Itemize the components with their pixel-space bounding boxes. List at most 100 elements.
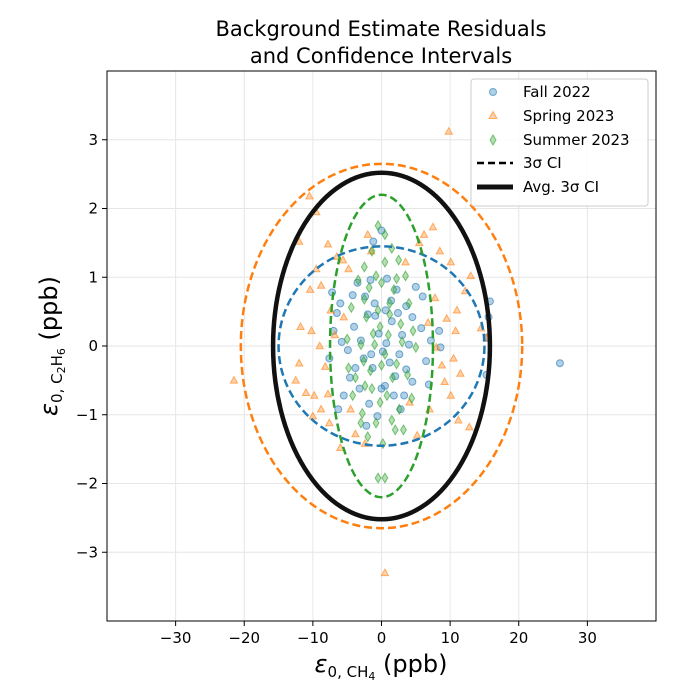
data-point-circle bbox=[400, 391, 409, 400]
legend-entry-3sigma-ci: 3σ CI bbox=[477, 154, 562, 172]
data-point-triangle bbox=[437, 360, 447, 369]
data-point-circle bbox=[408, 313, 417, 322]
data-point-circle bbox=[382, 339, 391, 348]
data-point-circle bbox=[555, 359, 564, 368]
data-point-triangle bbox=[305, 284, 315, 293]
y-tick-label: −2 bbox=[76, 475, 98, 493]
data-point-triangle bbox=[380, 568, 390, 577]
data-point-triangle bbox=[324, 418, 334, 427]
data-point-triangle bbox=[401, 257, 410, 266]
data-point-circle bbox=[377, 384, 386, 393]
data-point-triangle bbox=[466, 271, 476, 280]
data-point-diamond bbox=[402, 270, 410, 282]
x-tick-label: −20 bbox=[228, 629, 260, 647]
x-tick-label: 30 bbox=[578, 629, 597, 647]
x-tick-label: −30 bbox=[160, 629, 192, 647]
data-point-diamond bbox=[364, 430, 372, 443]
data-point-diamond bbox=[376, 320, 384, 333]
data-point-triangle bbox=[419, 229, 429, 238]
data-point-circle bbox=[355, 384, 364, 393]
data-point-diamond bbox=[362, 311, 370, 323]
data-point-triangle bbox=[449, 353, 458, 362]
data-point-triangle bbox=[455, 368, 465, 377]
data-point-diamond bbox=[388, 371, 396, 384]
legend-box bbox=[470, 78, 649, 207]
data-point-triangle bbox=[323, 239, 333, 248]
data-point-triangle bbox=[440, 376, 450, 386]
y-tick-label: −3 bbox=[76, 543, 98, 561]
data-point-diamond bbox=[381, 256, 389, 268]
data-point-diamond bbox=[368, 382, 376, 395]
data-point-circle bbox=[373, 412, 382, 421]
ci-ellipse-spring-2023 bbox=[239, 162, 524, 530]
data-point-diamond bbox=[345, 362, 353, 374]
legend: Fall 2022 Spring 2023 Summer 2023 3σ CI … bbox=[470, 78, 649, 207]
legend-entry-avg-3sigma-ci: Avg. 3σ CI bbox=[477, 178, 599, 196]
legend-entry-summer-2023: Summer 2023 bbox=[489, 131, 630, 149]
y-label-mid: H bbox=[48, 355, 66, 366]
legend-label-summer-2023: Summer 2023 bbox=[523, 131, 630, 149]
data-point-circle bbox=[343, 346, 352, 355]
data-point-circle bbox=[365, 399, 374, 408]
data-point-triangle bbox=[320, 361, 330, 370]
y-tick-label: 1 bbox=[88, 268, 98, 286]
data-point-circle bbox=[370, 299, 379, 308]
data-point-triangle bbox=[428, 222, 438, 231]
legend-marker-diamond bbox=[489, 134, 497, 146]
legend-entry-spring-2023: Spring 2023 bbox=[488, 107, 614, 125]
ci-ellipse-summer-2023 bbox=[328, 193, 435, 499]
data-point-triangle bbox=[344, 264, 354, 273]
data-point-circle bbox=[351, 364, 360, 372]
data-point-diamond bbox=[398, 336, 406, 348]
data-point-diamond bbox=[388, 414, 396, 427]
data-point-diamond bbox=[376, 396, 384, 409]
data-point-diamond bbox=[347, 301, 355, 314]
confidence-ellipses bbox=[239, 162, 524, 530]
data-point-triangle bbox=[291, 375, 301, 384]
y-label-unit: (ppb) bbox=[35, 276, 63, 348]
data-point-triangle bbox=[309, 390, 319, 399]
data-point-diamond bbox=[409, 325, 417, 337]
y-label-subsubscript-1: 2 bbox=[55, 366, 68, 373]
data-point-diamond bbox=[367, 364, 375, 377]
data-point-diamond bbox=[374, 219, 382, 232]
data-point-diamond bbox=[388, 242, 396, 255]
x-axis-label: ε0, CH4 (ppb) bbox=[315, 650, 448, 683]
chart-title-line-1: Background Estimate Residuals bbox=[215, 17, 546, 41]
data-point-diamond bbox=[412, 341, 420, 354]
data-point-triangle bbox=[338, 255, 348, 264]
data-point-diamond bbox=[391, 424, 399, 436]
data-point-triangle bbox=[330, 330, 340, 339]
legend-marker-circle bbox=[489, 88, 497, 96]
y-tick-label: 3 bbox=[88, 131, 98, 149]
data-point-circle bbox=[366, 276, 375, 284]
data-point-diamond bbox=[360, 355, 368, 367]
ci-ellipse-avg- bbox=[270, 170, 493, 522]
data-point-triangle bbox=[229, 375, 239, 384]
data-point-diamond bbox=[374, 472, 382, 484]
data-point-triangle bbox=[323, 389, 333, 398]
data-point-diamond bbox=[349, 389, 357, 402]
data-point-diamond bbox=[369, 327, 377, 340]
data-point-diamond bbox=[360, 261, 368, 273]
data-point-diamond bbox=[379, 437, 387, 450]
data-point-diamond bbox=[361, 380, 369, 392]
data-point-diamond bbox=[381, 228, 389, 241]
data-point-triangle bbox=[308, 411, 318, 420]
data-point-diamond bbox=[386, 308, 394, 321]
data-point-triangle bbox=[350, 429, 360, 438]
legend-entry-fall-2022: Fall 2022 bbox=[489, 83, 591, 101]
data-point-triangle bbox=[346, 404, 356, 413]
data-point-triangle bbox=[305, 191, 314, 200]
data-point-diamond bbox=[393, 358, 401, 370]
data-point-diamond bbox=[381, 472, 389, 484]
data-point-triangle bbox=[435, 246, 445, 255]
data-point-circle bbox=[417, 324, 426, 333]
data-point-diamond bbox=[372, 417, 380, 429]
data-point-diamond bbox=[397, 318, 405, 330]
data-point-circle bbox=[350, 322, 359, 331]
legend-label-fall-2022: Fall 2022 bbox=[523, 83, 591, 101]
data-point-triangle bbox=[412, 430, 422, 439]
data-point-diamond bbox=[368, 245, 376, 257]
